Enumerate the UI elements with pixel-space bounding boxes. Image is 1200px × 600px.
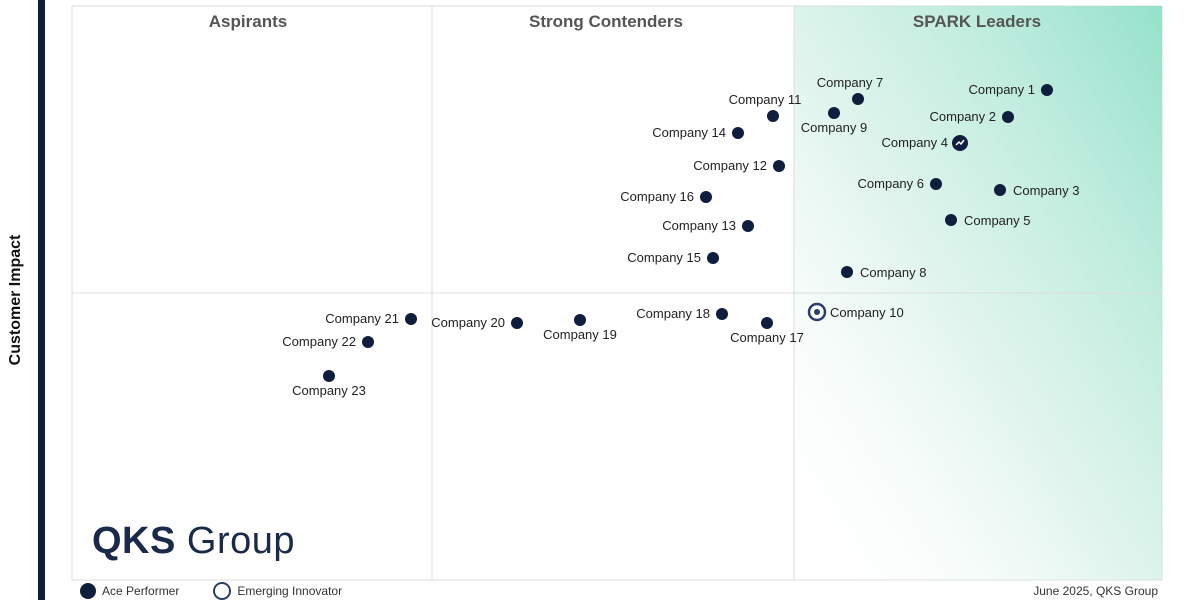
- company-dot: [362, 336, 374, 348]
- company-point: Company 2: [930, 109, 1014, 124]
- company-point: Company 20: [431, 315, 523, 330]
- company-dot: [716, 308, 728, 320]
- company-label: Company 7: [817, 75, 883, 90]
- company-label: Company 10: [830, 305, 904, 320]
- company-label: Company 22: [282, 334, 356, 349]
- company-label: Company 20: [431, 315, 505, 330]
- left-accent-bar: [38, 0, 45, 600]
- company-dot: [761, 317, 773, 329]
- company-label: Company 6: [858, 176, 924, 191]
- ace-performer-icon: [80, 583, 96, 599]
- company-point: Company 19: [543, 314, 617, 342]
- company-point: Company 12: [693, 158, 785, 173]
- company-label: Company 18: [636, 306, 710, 321]
- company-dot: [1002, 111, 1014, 123]
- company-point: Company 13: [662, 218, 754, 233]
- legend-label-emerging: Emerging Innovator: [237, 584, 343, 598]
- company-point: Company 22: [282, 334, 374, 349]
- company-point: Company 21: [325, 311, 417, 326]
- company-point: Company 18: [636, 306, 728, 321]
- points-layer: Company 1 Company 2 Company 3 Company 4 Comp…: [282, 75, 1079, 398]
- company-dot: [700, 191, 712, 203]
- company-dot: [828, 107, 840, 119]
- company-dot: [945, 214, 957, 226]
- company-label: Company 17: [730, 330, 804, 345]
- emerging-innovator-icon: [213, 582, 232, 600]
- footer-date: June 2025, QKS Group: [1033, 584, 1158, 598]
- company-label: Company 5: [964, 213, 1030, 228]
- company-label: Company 14: [652, 125, 726, 140]
- company-point: Company 8: [841, 265, 926, 280]
- company-point: Company 23: [292, 370, 366, 398]
- company-point: Company 11: [729, 92, 802, 122]
- legend-label-ace: Ace Performer: [102, 584, 180, 598]
- company-label: Company 15: [627, 250, 701, 265]
- company-label: Company 12: [693, 158, 767, 173]
- company-label: Company 16: [620, 189, 694, 204]
- company-dot: [574, 314, 586, 326]
- company-dot: [707, 252, 719, 264]
- company-dot: [852, 93, 864, 105]
- company-dot: [405, 313, 417, 325]
- company-label: Company 11: [729, 92, 802, 107]
- company-label: Company 19: [543, 327, 617, 342]
- trend-up-icon: [955, 139, 965, 146]
- company-label: Company 9: [801, 120, 867, 135]
- company-dot: [773, 160, 785, 172]
- company-point: Company 14: [652, 125, 744, 140]
- legend-item-emerging: Emerging Innovator: [213, 582, 342, 600]
- qks-group-logo: QKS Group: [92, 520, 296, 562]
- quadrant-label-aspirants: Aspirants: [209, 12, 287, 31]
- quadrant-label-spark-leaders: SPARK Leaders: [913, 12, 1041, 31]
- company-point: Company 16: [620, 189, 712, 204]
- company-label: Company 3: [1013, 183, 1079, 198]
- company-dot: [742, 220, 754, 232]
- company-label: Company 21: [325, 311, 399, 326]
- company-dot: [841, 266, 853, 278]
- company-point: Company 4: [882, 135, 968, 151]
- company-label: Company 8: [860, 265, 926, 280]
- company-dot: [511, 317, 523, 329]
- company-point: Company 10: [807, 302, 904, 322]
- legend: Ace Performer Emerging Innovator: [80, 582, 342, 600]
- company-dot: [323, 370, 335, 382]
- company-point: Company 17: [730, 317, 804, 345]
- bulb-icon: [814, 309, 820, 315]
- company-point: Company 9: [801, 107, 867, 135]
- company-point: Company 7: [817, 75, 883, 105]
- company-point: Company 6: [858, 176, 942, 191]
- company-dot: [930, 178, 942, 190]
- quadrant-label-strong-contenders: Strong Contenders: [529, 12, 683, 31]
- company-dot: [994, 184, 1006, 196]
- company-label: Company 2: [930, 109, 996, 124]
- company-dot: [767, 110, 779, 122]
- company-point: Company 5: [945, 213, 1030, 228]
- company-dot: [732, 127, 744, 139]
- company-label: Company 13: [662, 218, 736, 233]
- company-label: Company 23: [292, 383, 366, 398]
- company-label: Company 1: [969, 82, 1035, 97]
- company-point: Company 3: [994, 183, 1079, 198]
- company-label: Company 4: [882, 135, 948, 150]
- legend-item-ace: Ace Performer: [80, 582, 179, 600]
- company-point: Company 1: [969, 82, 1053, 97]
- company-dot: [1041, 84, 1053, 96]
- company-point: Company 15: [627, 250, 719, 265]
